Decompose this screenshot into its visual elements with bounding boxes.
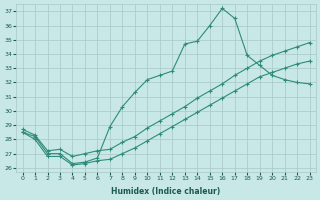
X-axis label: Humidex (Indice chaleur): Humidex (Indice chaleur) (111, 187, 221, 196)
